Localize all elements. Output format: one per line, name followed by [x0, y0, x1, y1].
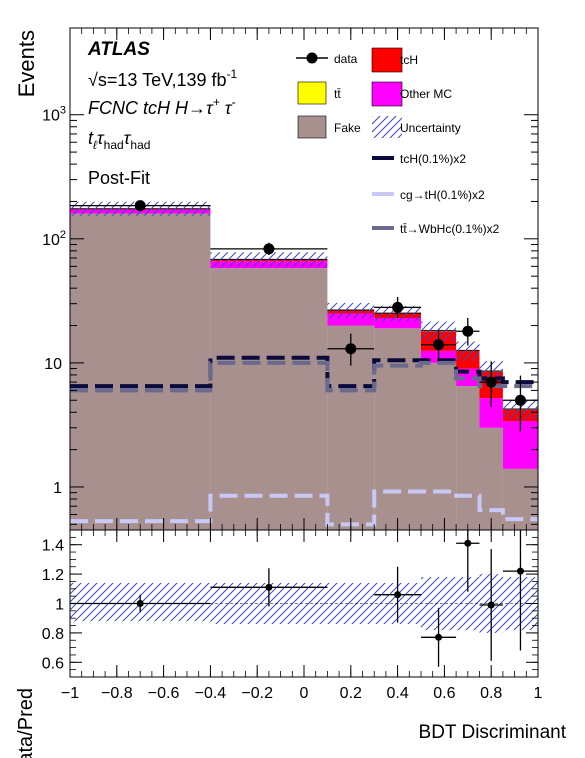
atlas-label: ATLAS	[87, 39, 150, 60]
legend-label-wbhc-signal: tt̄→WbHc(0.1%)x2	[400, 222, 500, 236]
final-state-sub-l: ℓ	[93, 138, 98, 152]
legend-label-othermc: Other MC	[400, 87, 452, 101]
final-state-tau2: τ	[124, 128, 132, 148]
stack-bar-fake-1	[210, 268, 328, 530]
ratio-ytick-label-2: 1	[55, 597, 64, 614]
data-point-0	[134, 200, 146, 212]
data-point-7	[514, 394, 526, 406]
ratio-point-3	[435, 633, 443, 641]
data-point-2	[345, 343, 357, 355]
legend-label-tch: tcH	[400, 53, 418, 67]
channel-sup-plus: +	[213, 95, 220, 109]
legend-label-uncertainty: Uncertainty	[400, 121, 461, 135]
legend-entry-othermc: Other MC	[371, 81, 452, 107]
data-point-4	[433, 339, 445, 351]
ratio-xtick-label-1: −0.8	[101, 685, 133, 702]
ratio-point-5	[487, 601, 495, 609]
stack-bar-othermc-6	[479, 398, 503, 428]
uncertainty-band-bin-5	[456, 341, 480, 362]
postfit-label: Post-Fit	[88, 168, 150, 188]
ratio-xtick-label-6: 0.2	[340, 685, 362, 702]
legend-entry-tt: tt̄	[297, 81, 341, 105]
stack-bar-fake-6	[479, 427, 503, 530]
ratio-xtick-label-4: −0.2	[241, 685, 273, 702]
signal-line-1	[70, 489, 538, 527]
final-state-sub-had1: had	[104, 138, 124, 152]
channel-sup-minus: -	[231, 95, 235, 109]
ratio-xtick-label-10: 1	[534, 685, 543, 702]
ratio-point-4	[464, 539, 472, 547]
main-ytick-label-1: 102	[42, 229, 66, 249]
stack-bar-fake-4	[421, 362, 457, 530]
ratio-xtick-label-5: 0	[300, 685, 309, 702]
uncertainty-band-bin-2	[327, 302, 375, 319]
legend-entry-tch-signal: tcH(0.1%)x2	[372, 152, 466, 166]
ratio-ytick-label-0: 0.6	[42, 655, 64, 672]
ratio-point-2	[394, 591, 402, 599]
ratio-xtick-label-2: −0.6	[148, 685, 180, 702]
main-ytick-label-3: 1	[53, 480, 62, 497]
legend: data tt̄ Fake tcH Other MC Uncertainty t…	[296, 47, 500, 236]
legend-entry-uncertainty: Uncertainty	[372, 116, 461, 138]
stack-bar-othermc-3	[374, 318, 421, 329]
main-y-axis-label: Events	[14, 30, 39, 97]
legend-label-tt: tt̄	[334, 87, 341, 101]
signal-line-2	[70, 360, 538, 393]
ratio-data-points-group	[70, 530, 538, 667]
legend-entry-wbhc-signal: tt̄→WbHc(0.1%)x2	[372, 222, 500, 236]
main-data-points-group	[70, 200, 538, 432]
legend-entry-tch: tcH	[371, 47, 418, 73]
ratio-point-6	[516, 567, 524, 575]
legend-label-cgth-signal: cg→tH(0.1%)x2	[400, 188, 485, 202]
legend-label-data: data	[334, 52, 358, 66]
final-state-tau1: τ	[97, 128, 105, 148]
ratio-xtick-label-3: −0.4	[195, 685, 227, 702]
legend-entry-fake: Fake	[297, 115, 361, 139]
legend-entry-data: data	[296, 52, 358, 66]
ratio-ytick-label-1: 0.8	[42, 626, 64, 643]
legend-label-tch-signal: tcH(0.1%)x2	[400, 152, 466, 166]
energy-label: √s=13 TeV,139 fb-1	[88, 67, 237, 90]
main-ytick-label-2: 10	[44, 356, 62, 373]
data-point-3	[392, 301, 404, 313]
legend-label-fake: Fake	[334, 121, 361, 135]
stack-bar-fake-5	[456, 386, 480, 530]
data-point-1	[263, 243, 275, 255]
data-point-5	[462, 325, 474, 337]
stack-bar-fake-0	[70, 213, 211, 530]
ratio-y-axis-label: Data/Pred	[15, 688, 37, 758]
ratio-ytick-label-3: 1.2	[42, 567, 64, 584]
final-state-label: tℓτhadτhad	[88, 128, 150, 152]
ratio-point-0	[136, 600, 144, 607]
ratio-xtick-label-8: 0.6	[433, 685, 455, 702]
ratio-xtick-label-0: −1	[61, 685, 79, 702]
channel-label: FCNC tcH H→τ+ τ-	[88, 95, 235, 118]
final-state-sub-had2: had	[130, 138, 150, 152]
ratio-axes-group: 0.6 0.8 1 1.2 1.4 −1 −0.8 −0.6 −0.4 −0.2 0 0.2 0.4 0.…	[42, 529, 543, 702]
ratio-point-1	[265, 583, 273, 591]
main-ytick-label-0: 103	[42, 105, 66, 125]
energy-label-sup: -1	[227, 67, 238, 81]
x-axis-label: BDT Discriminant	[419, 722, 567, 743]
ratio-xtick-label-7: 0.4	[386, 685, 408, 702]
ratio-ytick-label-4: 1.4	[42, 538, 64, 555]
ratio-xtick-label-9: 0.8	[480, 685, 502, 702]
legend-entry-cgth-signal: cg→tH(0.1%)x2	[372, 188, 485, 202]
data-point-6	[485, 376, 497, 388]
uncertainty-band-bin-1	[210, 252, 328, 268]
